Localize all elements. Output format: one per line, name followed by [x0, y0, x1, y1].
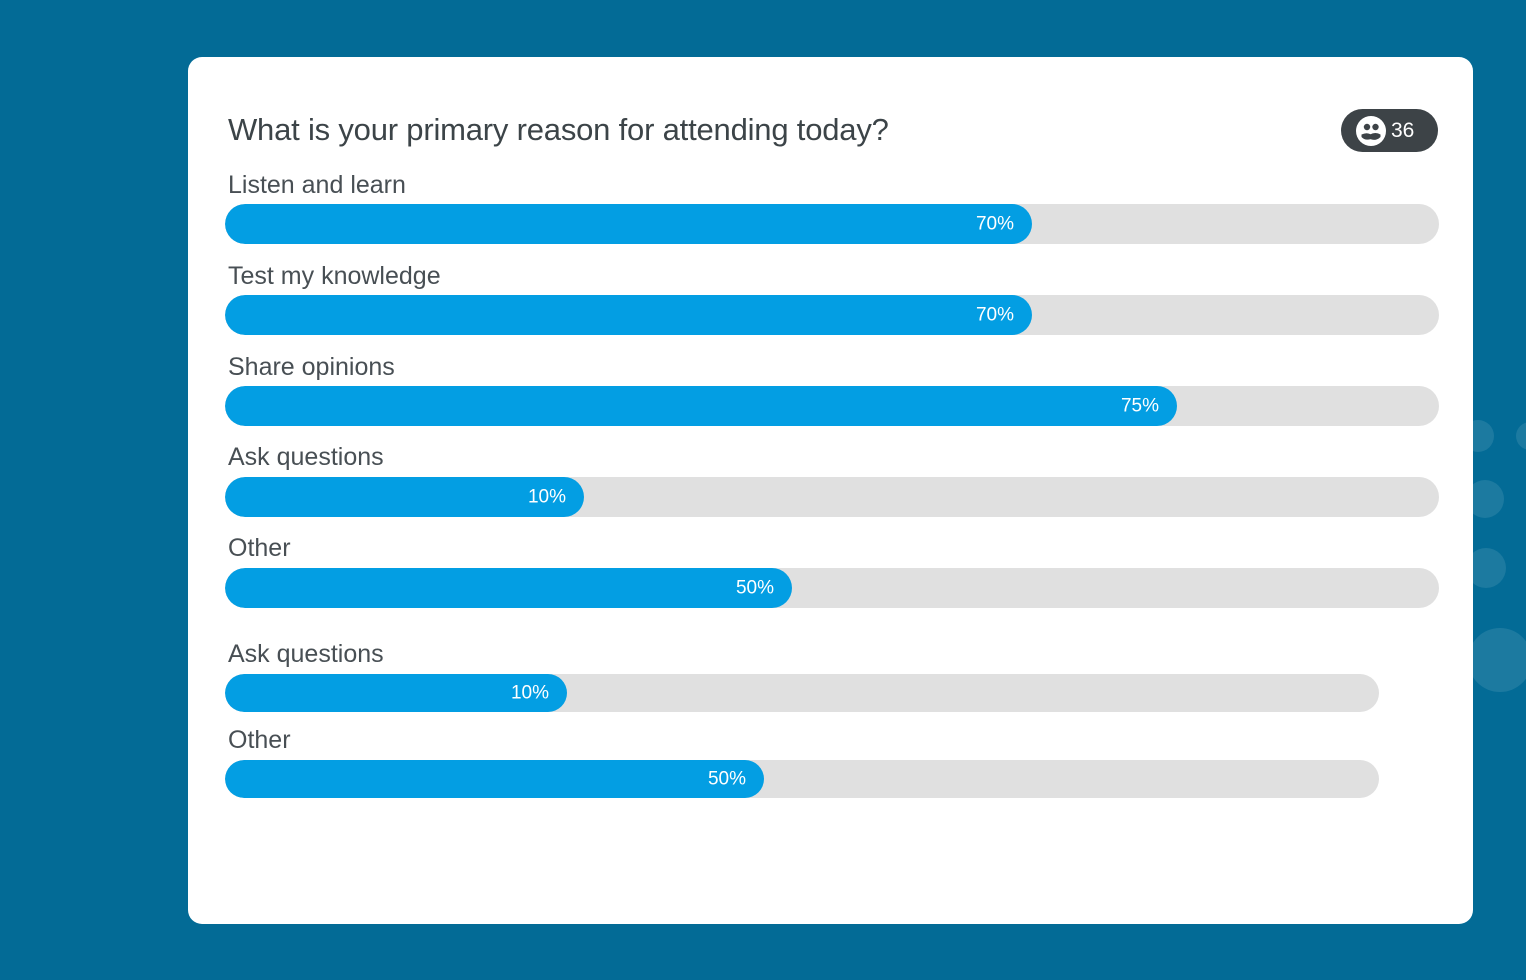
poll-option-bar-fill: 10%	[225, 477, 584, 517]
poll-option-bar-track: 10%	[225, 477, 1439, 517]
poll-option-bar-fill: 10%	[225, 674, 567, 712]
poll-option-bar-track: 75%	[225, 386, 1439, 426]
poll-option-percent: 70%	[975, 213, 1014, 235]
decorative-dot	[1468, 628, 1526, 692]
poll-option-label: Ask questions	[228, 640, 384, 668]
poll-option-bar-fill: 75%	[225, 386, 1177, 426]
participant-count: 36	[1391, 118, 1415, 142]
poll-option-percent: 70%	[975, 304, 1014, 326]
poll-results-card: What is your primary reason for attendin…	[188, 57, 1473, 924]
poll-option-bar-track: 50%	[225, 568, 1439, 608]
poll-option-bar-track: 70%	[225, 204, 1439, 244]
poll-option-percent: 10%	[510, 682, 549, 704]
poll-option-label: Listen and learn	[228, 171, 406, 199]
poll-option-bar-fill: 70%	[225, 295, 1032, 335]
poll-option-bar-track: 10%	[225, 674, 1379, 712]
poll-option-label: Ask questions	[228, 443, 384, 471]
poll-option-label: Test my knowledge	[228, 262, 441, 290]
participant-count-badge: 36	[1341, 109, 1438, 152]
poll-option-percent: 50%	[707, 768, 746, 790]
poll-option-bar-fill: 70%	[225, 204, 1032, 244]
poll-option-label: Other	[228, 534, 291, 562]
poll-option-bar-track: 70%	[225, 295, 1439, 335]
poll-question-title: What is your primary reason for attendin…	[228, 112, 889, 147]
poll-option-bar-fill: 50%	[225, 760, 764, 798]
poll-option-percent: 50%	[735, 577, 774, 599]
people-icon	[1355, 115, 1387, 147]
poll-option-label: Share opinions	[228, 353, 395, 381]
poll-option-bar-fill: 50%	[225, 568, 792, 608]
poll-option-bar-track: 50%	[225, 760, 1379, 798]
poll-option-percent: 75%	[1120, 395, 1159, 417]
poll-option-label: Other	[228, 726, 291, 754]
poll-option-percent: 10%	[527, 486, 566, 508]
decorative-dot	[1516, 422, 1526, 450]
